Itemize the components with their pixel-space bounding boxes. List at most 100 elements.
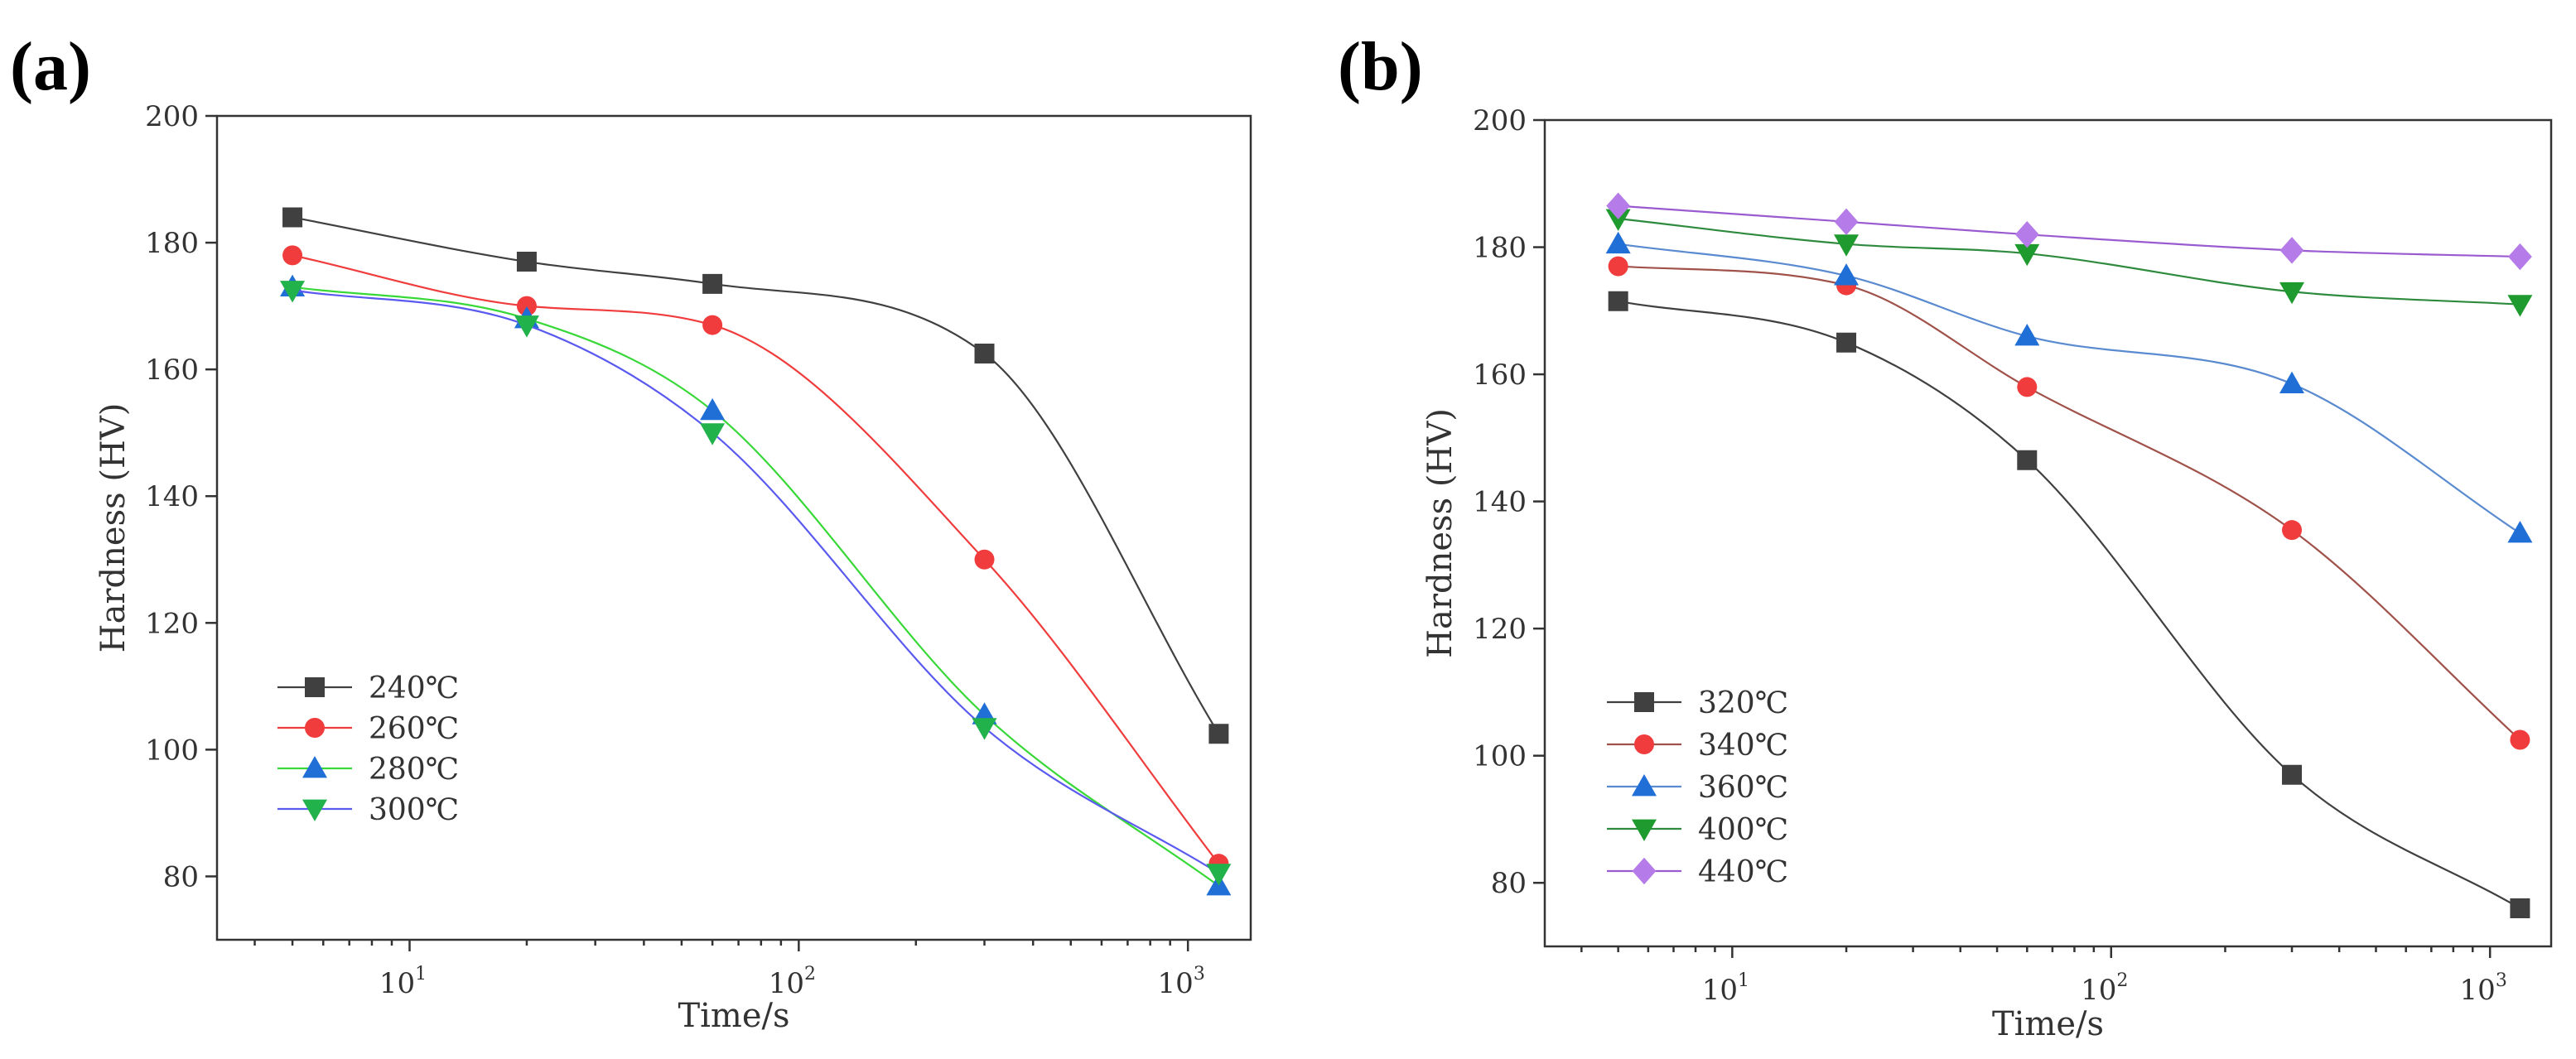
data-point bbox=[2014, 243, 2040, 267]
x-tick-base: 10 bbox=[1158, 967, 1194, 1000]
legend-entry: 280℃ bbox=[277, 753, 459, 787]
data-point bbox=[2017, 377, 2038, 397]
series-240℃ bbox=[282, 207, 1229, 744]
series-line bbox=[292, 216, 1220, 734]
panel-label: (a) bbox=[10, 28, 91, 105]
series-line bbox=[292, 254, 1220, 864]
series-line bbox=[1618, 265, 2521, 741]
data-point bbox=[1608, 256, 1628, 277]
data-point bbox=[1605, 209, 1631, 231]
y-tick-label: 80 bbox=[1491, 867, 1527, 900]
data-point bbox=[514, 315, 539, 338]
legend-entry: 260℃ bbox=[277, 712, 459, 746]
x-tick-exponent: 3 bbox=[2496, 970, 2507, 991]
x-tick-label: 103 bbox=[1158, 964, 1205, 1000]
data-point bbox=[972, 718, 997, 740]
data-point bbox=[282, 207, 303, 228]
x-tick-exponent: 1 bbox=[1738, 970, 1749, 991]
y-tick-label: 160 bbox=[1473, 359, 1527, 392]
series-line bbox=[1618, 243, 2521, 534]
legend-entry: 320℃ bbox=[1607, 686, 1788, 720]
y-axis-title: Hardness (HV) bbox=[94, 403, 133, 653]
data-point bbox=[974, 344, 995, 364]
legend-entry: 440℃ bbox=[1607, 855, 1788, 889]
legend-entry: 300℃ bbox=[277, 793, 459, 827]
series-line bbox=[292, 286, 1220, 887]
y-tick-label: 120 bbox=[1473, 613, 1527, 646]
series-360℃ bbox=[1605, 231, 2533, 543]
y-tick-label: 200 bbox=[1473, 104, 1527, 137]
panel-label: (b) bbox=[1338, 28, 1423, 105]
data-point bbox=[700, 397, 726, 421]
legend-marker bbox=[1632, 857, 1657, 885]
legend-label: 320℃ bbox=[1698, 686, 1788, 720]
x-tick-exponent: 3 bbox=[1194, 964, 1205, 984]
data-point bbox=[2507, 521, 2533, 543]
y-tick-label: 100 bbox=[145, 734, 199, 767]
data-point bbox=[2279, 282, 2305, 305]
data-point bbox=[1834, 263, 1860, 286]
series-320℃ bbox=[1608, 291, 2530, 918]
series-400℃ bbox=[1605, 209, 2533, 317]
x-tick-base: 10 bbox=[379, 967, 415, 1000]
x-tick-base: 10 bbox=[769, 967, 804, 1000]
x-tick-label: 101 bbox=[1702, 970, 1749, 1007]
legend-entry: 400℃ bbox=[1607, 813, 1788, 847]
x-tick-label: 101 bbox=[379, 964, 427, 1000]
x-tick-exponent: 2 bbox=[2116, 970, 2128, 991]
y-tick-label: 180 bbox=[1473, 232, 1527, 265]
data-point bbox=[702, 315, 723, 335]
y-tick-label: 200 bbox=[145, 100, 199, 133]
y-tick-label: 120 bbox=[145, 607, 199, 640]
data-point bbox=[2279, 237, 2304, 264]
data-point bbox=[282, 245, 303, 266]
legend-label: 280℃ bbox=[369, 753, 459, 787]
data-point bbox=[2510, 729, 2530, 750]
legend-label: 240℃ bbox=[369, 672, 459, 705]
series-line bbox=[1618, 217, 2521, 306]
x-axis-title: Time/s bbox=[678, 997, 789, 1035]
data-point bbox=[2510, 898, 2530, 918]
y-tick-label: 180 bbox=[145, 227, 199, 260]
series-440℃ bbox=[1606, 192, 2532, 271]
data-point bbox=[516, 252, 537, 272]
data-point bbox=[2508, 243, 2532, 271]
x-tick-exponent: 2 bbox=[804, 964, 816, 984]
data-point bbox=[516, 296, 537, 316]
data-point bbox=[702, 273, 723, 294]
x-tick-label: 103 bbox=[2460, 970, 2507, 1007]
legend-marker bbox=[1634, 692, 1654, 712]
plot-frame bbox=[1543, 118, 2553, 948]
x-axis-title: Time/s bbox=[1992, 1005, 2104, 1043]
y-tick-label: 140 bbox=[1473, 486, 1527, 519]
x-tick-base: 10 bbox=[1702, 974, 1738, 1007]
data-point bbox=[2014, 220, 2039, 248]
legend-label: 300℃ bbox=[369, 793, 459, 827]
data-point bbox=[1834, 208, 1859, 236]
x-tick-label: 102 bbox=[769, 964, 816, 1000]
x-tick-base: 10 bbox=[2081, 974, 2116, 1007]
legend-marker bbox=[305, 718, 325, 738]
legend-label: 360℃ bbox=[1698, 771, 1788, 805]
data-point bbox=[1606, 192, 1631, 219]
data-point bbox=[974, 549, 995, 570]
y-tick-label: 100 bbox=[1473, 740, 1527, 773]
legend-label: 440℃ bbox=[1698, 855, 1788, 889]
x-tick-label: 102 bbox=[2081, 970, 2128, 1007]
data-point bbox=[2017, 450, 2038, 470]
data-point bbox=[2282, 764, 2303, 785]
data-point bbox=[2507, 295, 2533, 317]
series-340℃ bbox=[1608, 256, 2530, 750]
y-axis-title: Hardness (HV) bbox=[1421, 408, 1459, 658]
data-point bbox=[1836, 332, 1857, 353]
data-point bbox=[2279, 371, 2305, 393]
legend-marker bbox=[302, 756, 327, 778]
data-point bbox=[700, 423, 726, 445]
data-point bbox=[280, 281, 306, 303]
data-point bbox=[1608, 291, 1628, 311]
data-point bbox=[1208, 724, 1229, 744]
